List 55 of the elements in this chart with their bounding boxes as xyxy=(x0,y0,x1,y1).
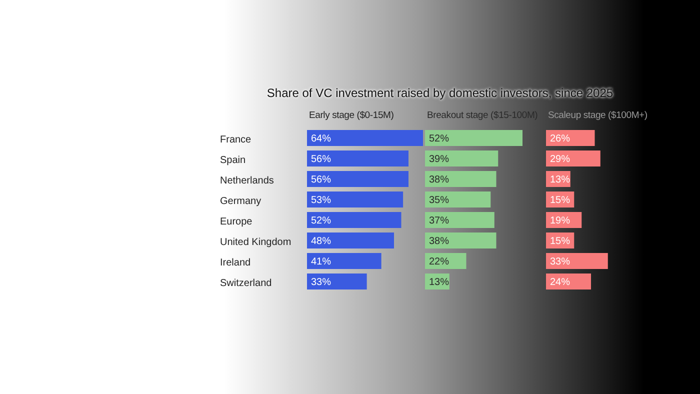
bar xyxy=(425,232,496,248)
data-label: 15% xyxy=(550,195,570,206)
data-label: 33% xyxy=(311,277,332,288)
bar xyxy=(307,274,367,290)
data-label: 52% xyxy=(429,134,450,145)
bar xyxy=(307,253,382,269)
y-tick-label: Switzerland xyxy=(220,278,272,289)
data-label: 24% xyxy=(550,277,570,288)
bar xyxy=(425,150,498,166)
chart-subtitle: Scaleup stage ($100M+) xyxy=(548,110,648,123)
bar xyxy=(425,171,496,187)
data-label: 53% xyxy=(311,195,332,206)
y-tick-label: Netherlands xyxy=(220,175,274,186)
data-label: 52% xyxy=(311,216,332,227)
bar xyxy=(307,171,408,187)
data-label: 22% xyxy=(429,256,450,268)
bar xyxy=(546,150,600,166)
data-label: 35% xyxy=(429,195,450,206)
data-label: 38% xyxy=(429,174,450,186)
bar xyxy=(425,192,491,208)
data-label: 64% xyxy=(311,134,332,145)
data-label: 37% xyxy=(429,216,450,227)
y-tick-label: Spain xyxy=(220,154,246,166)
bar xyxy=(307,232,394,248)
bar xyxy=(307,150,408,166)
data-label: 29% xyxy=(550,154,570,166)
data-label: 41% xyxy=(311,256,332,268)
data-label: 48% xyxy=(311,236,332,248)
bar xyxy=(546,253,608,269)
data-label: 13% xyxy=(550,174,570,186)
data-label: 56% xyxy=(311,174,332,186)
data-label: 13% xyxy=(429,277,450,288)
chart-title: Share of VC investment raised by domestic investors, since 2025 xyxy=(266,86,615,100)
bar xyxy=(307,130,423,146)
bar xyxy=(546,130,595,146)
y-tick-label: Europe xyxy=(220,216,253,228)
data-label: 26% xyxy=(550,134,570,145)
data-label: 15% xyxy=(550,236,570,248)
chart-subtitle: Breakout stage ($15-100M) xyxy=(427,110,539,123)
bar xyxy=(425,212,494,228)
bar xyxy=(307,212,402,228)
y-tick-label: Ireland xyxy=(220,257,251,268)
data-label: 33% xyxy=(550,256,570,268)
data-label: 19% xyxy=(550,216,570,227)
bar xyxy=(307,192,404,208)
bar xyxy=(425,130,522,146)
y-tick-label: United Kingdom xyxy=(220,236,292,248)
bar xyxy=(425,253,466,269)
data-label: 56% xyxy=(311,154,332,166)
y-tick-label: France xyxy=(220,134,252,146)
data-label: 38% xyxy=(429,236,450,248)
bar xyxy=(546,274,591,290)
chart-subtitle: Early stage ($0-15M) xyxy=(309,110,395,123)
data-label: 39% xyxy=(429,154,450,166)
y-tick-label: Germany xyxy=(220,196,262,207)
